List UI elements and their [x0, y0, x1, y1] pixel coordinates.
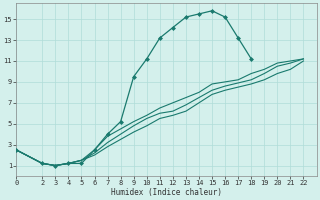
X-axis label: Humidex (Indice chaleur): Humidex (Indice chaleur)	[111, 188, 222, 197]
